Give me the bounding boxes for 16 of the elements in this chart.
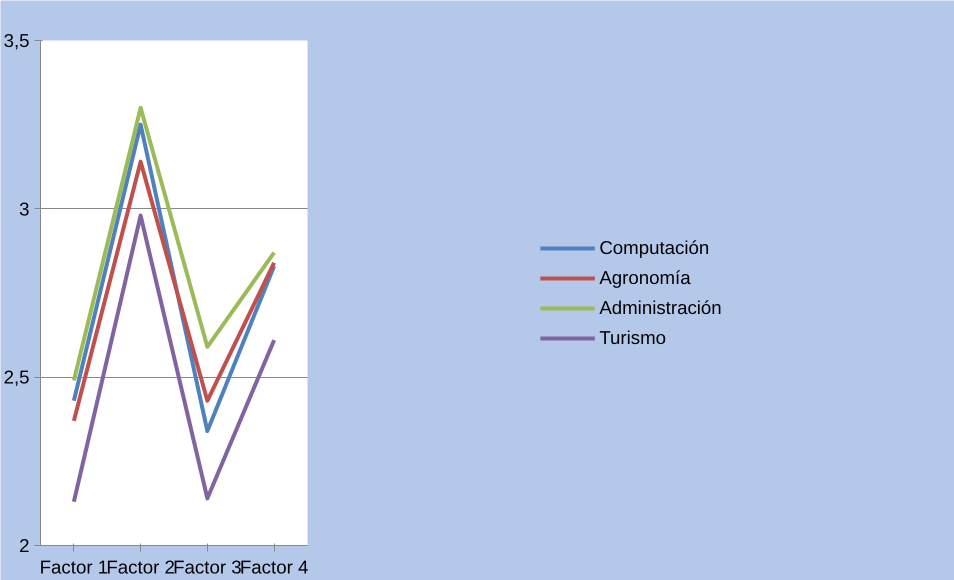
x-tick-label: Factor 1 [40,556,108,578]
legend-label: Computación [599,236,710,258]
y-tick-label: 2 [19,535,30,556]
y-tick-label: 3 [19,198,30,220]
line-series [72,106,276,383]
y-tick-label: 2,5 [4,366,30,388]
line-series [72,214,276,504]
line-series [72,160,276,423]
legend-label: Turismo [599,326,666,348]
legend-label: Agronomía [599,266,691,288]
y-tick-label: 3,5 [4,30,30,51]
x-tick-label: Factor 3 [173,556,242,578]
legend-label: Administración [599,296,722,318]
line-series [72,122,276,434]
x-tick-label: Factor 4 [240,556,308,578]
x-tick-label: Factor 2 [106,556,175,578]
